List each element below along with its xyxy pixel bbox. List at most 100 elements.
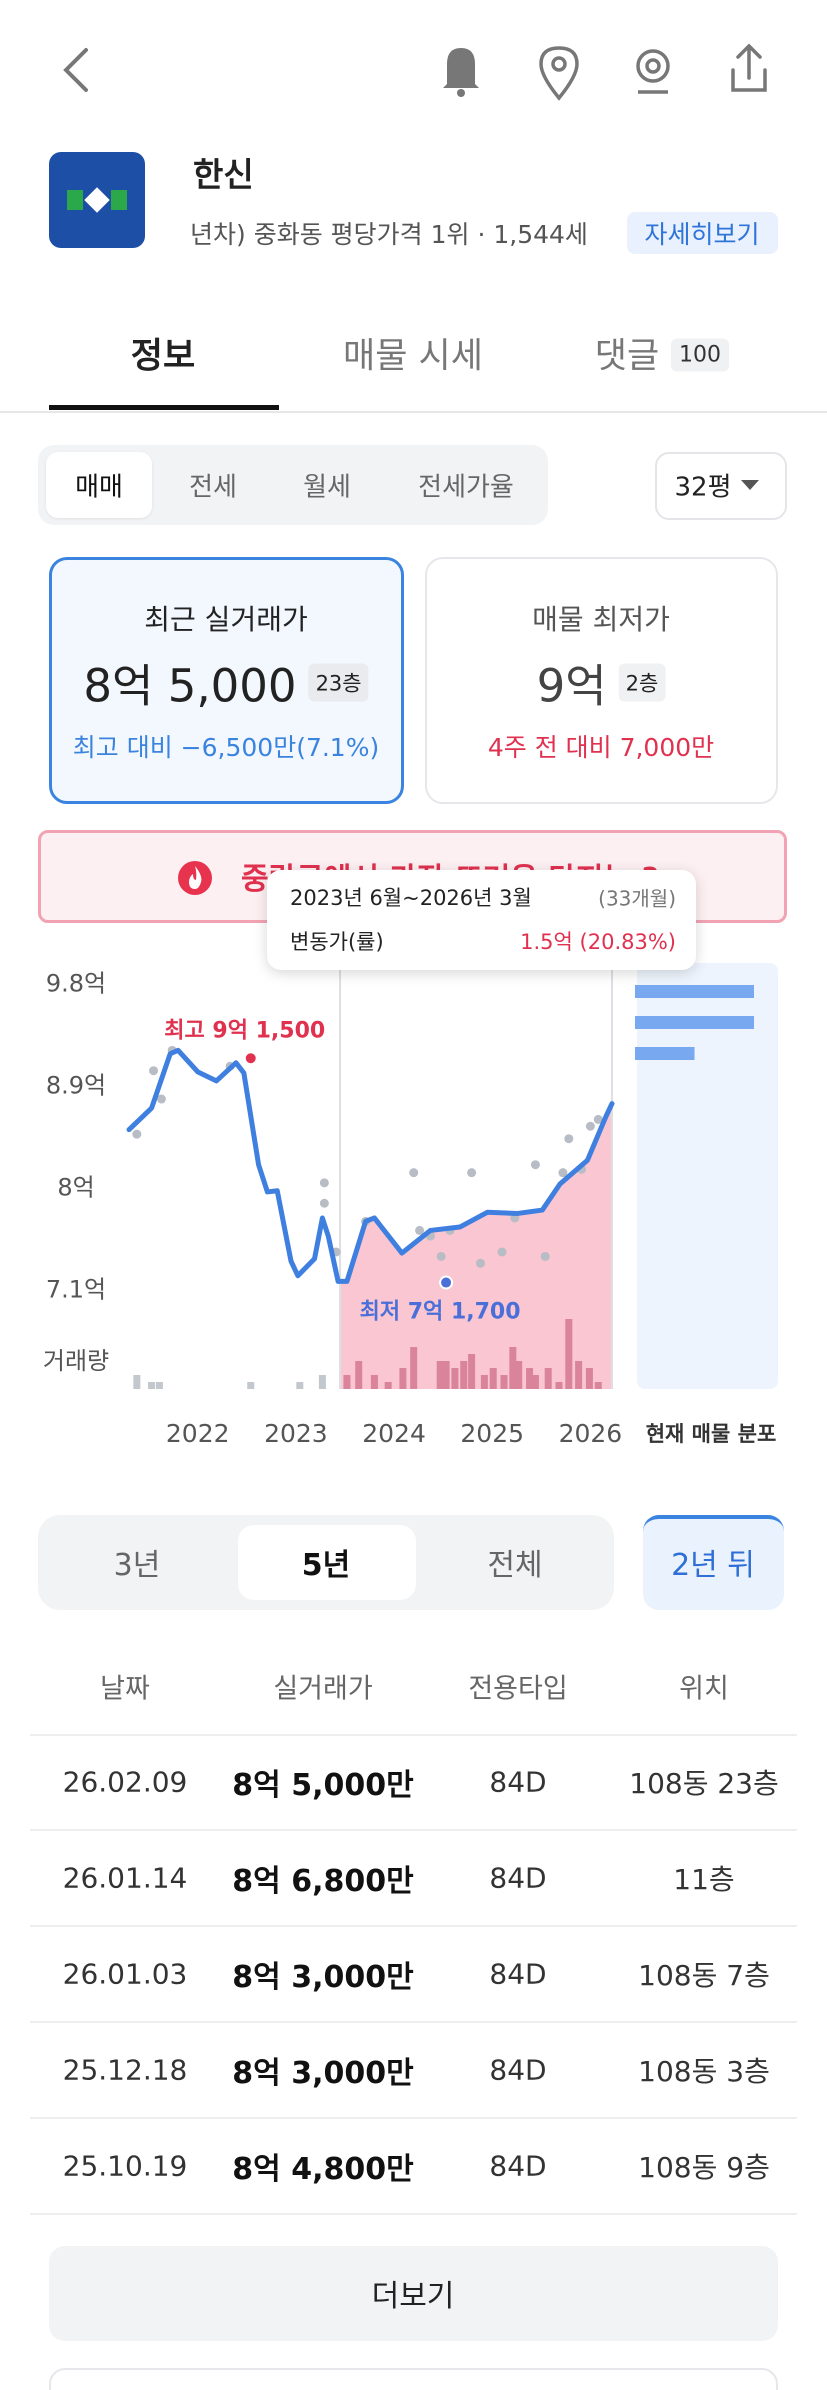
floor-badge: 2층 <box>618 663 666 701</box>
card-price-row: 9억 2층 <box>537 650 666 715</box>
card-price-row: 8억 5,000 23층 <box>83 650 369 715</box>
volume-bar <box>410 1347 418 1389</box>
location-icon[interactable] <box>539 46 579 101</box>
volume-bar <box>468 1354 476 1389</box>
table-cell: 108동 9층 <box>638 2151 770 2184</box>
annotation-label: 최고 9억 1,500 <box>164 1018 325 1043</box>
table-cell: 25.12.18 <box>62 2053 188 2087</box>
share-icon[interactable] <box>731 43 767 92</box>
volume-bar <box>343 1375 351 1389</box>
annotation-dot <box>439 1275 454 1290</box>
table-cell: 26.01.03 <box>62 1957 188 1991</box>
period-option[interactable]: 5년 <box>301 1548 351 1583</box>
card-title: 매물 최저가 <box>532 603 670 636</box>
tooltip-period: 2023년 6월~2026년 3월 <box>290 886 532 910</box>
period-option[interactable]: 3년 <box>113 1548 161 1583</box>
volume-bar <box>133 1375 141 1389</box>
complex-name: 한신 <box>193 155 254 194</box>
table-cell: 11층 <box>673 1863 735 1896</box>
more-button[interactable] <box>49 2246 778 2341</box>
detail-button[interactable] <box>627 212 778 254</box>
volume-bar <box>544 1368 552 1389</box>
size-dropdown[interactable] <box>655 452 787 520</box>
volume-label: 거래량 <box>43 1347 109 1375</box>
trade-dot <box>497 1247 507 1257</box>
tab-badge: 100 <box>671 338 729 372</box>
volume-bar <box>442 1361 450 1389</box>
trade-dot <box>564 1134 574 1144</box>
tab[interactable]: 매물 시세 <box>343 336 483 377</box>
row-divider <box>30 1734 797 1736</box>
lowest-listing-card[interactable] <box>425 557 778 804</box>
trade-type[interactable]: 전세 <box>189 472 237 503</box>
table-cell: 108동 3층 <box>638 2055 770 2088</box>
table-cell: 8억 4,800만 <box>232 2152 414 2187</box>
trade-dot <box>475 1258 485 1268</box>
tooltip-change: 1.5억 (20.83%) <box>520 930 676 954</box>
period-option[interactable]: 전체 <box>487 1548 543 1583</box>
table-cell: 108동 7층 <box>638 1959 770 1992</box>
back-button[interactable] <box>63 48 88 92</box>
volume-bar <box>526 1368 534 1389</box>
table-cell: 84D <box>489 1861 547 1895</box>
trade-type[interactable]: 전세가율 <box>418 472 514 503</box>
selected-pill <box>238 1525 416 1600</box>
trade-dot <box>319 1198 329 1208</box>
distribution-bar <box>635 1016 754 1029</box>
bell-icon[interactable] <box>443 48 479 97</box>
price-line <box>126 1047 615 1284</box>
volume-bar <box>451 1368 459 1389</box>
table-cell: 26.02.09 <box>62 1765 188 1799</box>
volume-bar <box>500 1375 508 1389</box>
complex-subtitle: 년차) 중화동 평당가격 1위 · 1,544세 <box>190 220 588 249</box>
trade-type[interactable]: 매매 <box>75 472 123 503</box>
distribution-label: 현재 매물 분포 <box>646 1422 777 1446</box>
future-button[interactable] <box>643 1515 784 1610</box>
volume-bar <box>480 1375 488 1389</box>
dropdown-caret <box>741 480 759 490</box>
y-tick-label: 9.8억 <box>46 970 106 998</box>
x-tick-label: 2023 <box>264 1419 328 1448</box>
table-cell: 8억 6,800만 <box>232 1864 414 1899</box>
trade-type[interactable]: 월세 <box>303 472 351 503</box>
tooltip-months: (33개월) <box>598 886 676 911</box>
volume-bar <box>370 1375 378 1389</box>
table-cell: 8억 3,000만 <box>232 2056 414 2091</box>
tab[interactable]: 댓글 <box>594 336 660 377</box>
table-cell: 108동 23층 <box>629 1767 779 1800</box>
volume-bar <box>399 1368 407 1389</box>
trade-dot <box>132 1129 142 1139</box>
volume-bar <box>515 1361 523 1389</box>
top-bar <box>63 43 767 101</box>
row-divider <box>30 2117 797 2119</box>
volume-bar <box>509 1347 517 1389</box>
table-header: 실거래가 <box>273 1673 373 1705</box>
table-cell: 84D <box>489 1957 547 1991</box>
volume-bar <box>155 1382 163 1389</box>
card-note: 최고 대비 −6,500만(7.1%) <box>72 733 380 762</box>
volume-bar <box>384 1382 392 1389</box>
x-tick-label: 2026 <box>559 1419 623 1448</box>
volume-bar <box>247 1382 255 1389</box>
trade-dot <box>156 1094 166 1104</box>
x-tick-label: 2022 <box>166 1419 230 1448</box>
tooltip: 2023년 6월~2026년 3월 (33개월) 변동가(률) 1.5억 (20… <box>267 870 696 970</box>
trade-dot <box>149 1066 159 1076</box>
tab[interactable]: 정보 <box>130 336 196 377</box>
volume-bar <box>148 1382 156 1389</box>
table-cell: 25.10.19 <box>62 2149 188 2183</box>
detail-button-label: 자세히보기 <box>644 220 760 249</box>
fire-icon <box>178 861 212 895</box>
y-tick-label: 8억 <box>57 1174 94 1202</box>
tooltip-change-label: 변동가(률) <box>290 930 384 954</box>
next-card <box>49 2368 778 2390</box>
distribution-bar <box>635 1047 695 1060</box>
card-note: 4주 전 대비 7,000만 <box>487 733 715 762</box>
table-header: 날짜 <box>100 1673 150 1705</box>
x-tick-label: 2025 <box>460 1419 524 1448</box>
row-divider <box>30 2021 797 2023</box>
size-label: 32평 <box>674 472 732 503</box>
camera-icon[interactable] <box>636 49 670 94</box>
volume-bar <box>531 1375 539 1389</box>
volume-bar <box>436 1361 444 1389</box>
